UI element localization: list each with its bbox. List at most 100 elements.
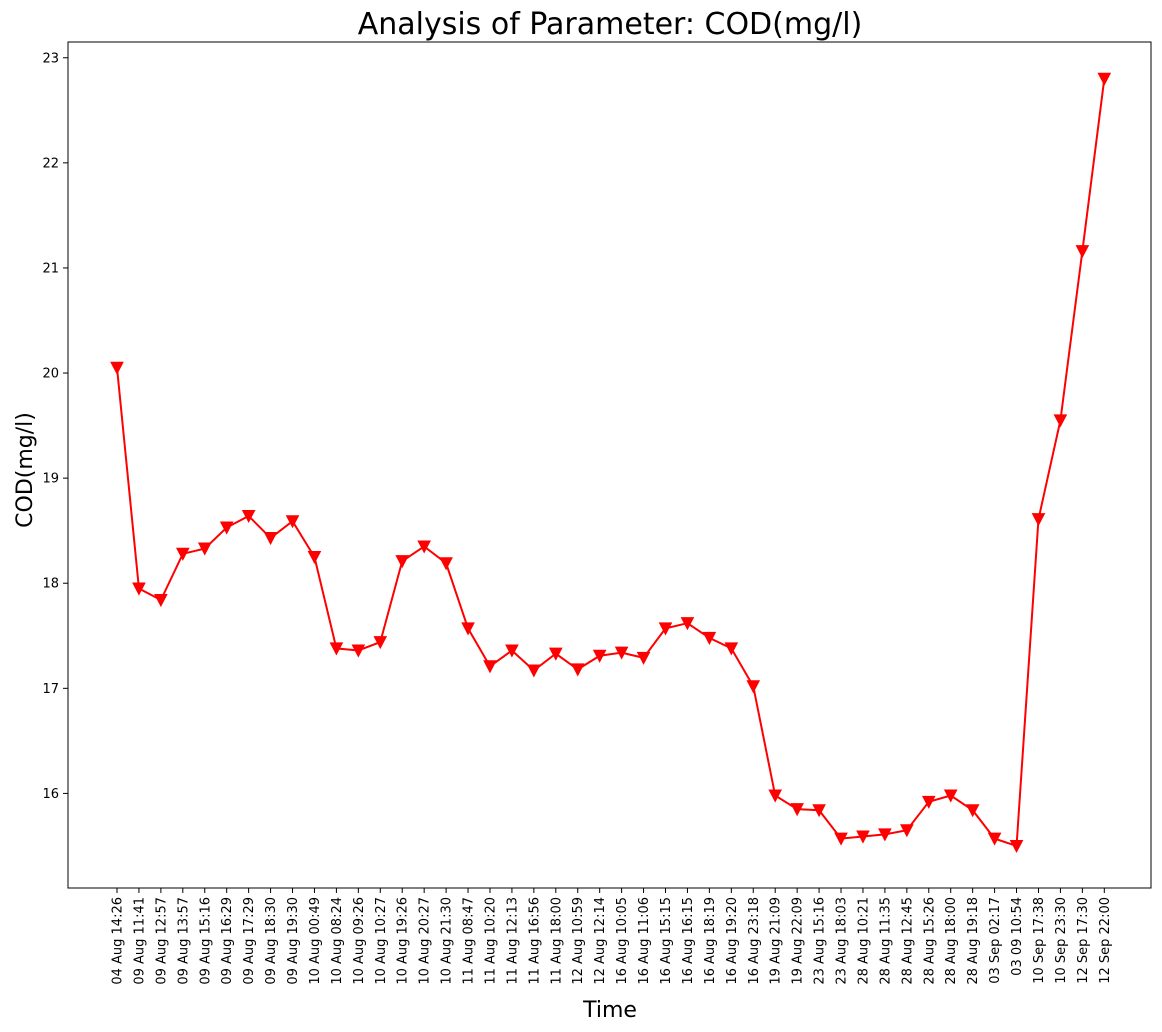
data-point-marker <box>154 594 168 608</box>
y-tick-label: 23 <box>42 51 59 66</box>
data-point-marker <box>702 631 717 645</box>
data-point-marker <box>439 557 453 571</box>
x-tick-label: 10 Aug 08:24 <box>330 897 345 985</box>
data-point-marker <box>395 555 410 569</box>
x-tick-label: 23 Aug 15:16 <box>813 897 828 985</box>
x-axis-label: Time <box>582 998 637 1023</box>
x-tick-label: 11 Aug 16:56 <box>527 897 542 985</box>
x-tick-label: 28 Aug 11:35 <box>878 897 893 985</box>
x-tick-label: 28 Aug 15:26 <box>922 897 937 985</box>
x-tick-label: 16 Aug 19:20 <box>725 897 740 985</box>
data-point-marker <box>263 532 278 546</box>
data-point-marker <box>658 622 673 636</box>
data-point-marker <box>570 663 585 677</box>
data-point-marker <box>483 660 497 674</box>
x-tick-label: 11 Aug 12:13 <box>505 897 520 985</box>
data-point-marker <box>373 636 388 650</box>
data-point-marker <box>834 832 848 846</box>
data-point-marker <box>1075 245 1090 259</box>
x-tick-label: 19 Aug 21:09 <box>769 897 784 985</box>
data-point-marker <box>329 642 344 656</box>
data-point-marker <box>241 509 256 524</box>
x-tick-label: 28 Aug 18:00 <box>944 897 959 985</box>
data-point-marker <box>592 649 607 663</box>
data-point-marker <box>1031 513 1046 527</box>
data-point-marker <box>768 789 783 803</box>
plot-frame <box>67 41 1152 889</box>
series-markers <box>110 72 1112 854</box>
data-point-marker <box>548 647 563 661</box>
x-tick-label: 03 Sep 02:17 <box>988 897 1003 984</box>
data-point-marker <box>219 521 234 535</box>
x-tick-label: 16 Aug 15:15 <box>659 897 674 985</box>
data-point-marker <box>1053 414 1068 428</box>
x-tick-label: 09 Aug 13:57 <box>176 897 191 985</box>
x-tick-label: 28 Aug 10:21 <box>856 897 871 985</box>
x-axis: 04 Aug 14:26 09 Aug 11:41 09 Aug 12:57 09 A… <box>111 888 1113 985</box>
data-point-marker <box>724 642 739 656</box>
x-tick-label: 11 Aug 08:47 <box>462 897 477 985</box>
x-tick-label: 28 Aug 12:45 <box>900 897 915 985</box>
data-point-marker <box>527 664 541 678</box>
data-point-marker <box>110 361 124 375</box>
data-point-marker <box>900 824 914 838</box>
x-tick-label: 09 Aug 18:30 <box>264 897 279 985</box>
x-tick-label: 09 Aug 11:41 <box>132 897 147 985</box>
x-tick-label: 03 09 10:54 <box>1010 897 1025 976</box>
data-point-marker <box>285 515 300 529</box>
y-tick-label: 16 <box>42 787 59 802</box>
data-point-marker <box>987 832 1002 846</box>
data-point-marker <box>790 803 804 817</box>
chart-title: Analysis of Parameter: COD(mg/l) <box>358 7 863 42</box>
data-point-marker <box>1097 72 1112 86</box>
data-point-marker <box>856 830 870 844</box>
data-point-marker <box>307 550 322 565</box>
data-point-marker <box>505 644 519 658</box>
y-tick-label: 17 <box>42 682 59 697</box>
x-tick-label: 10 Sep 17:38 <box>1032 897 1047 984</box>
y-tick-label: 21 <box>42 261 59 276</box>
x-tick-label: 12 Sep 17:30 <box>1076 897 1091 984</box>
x-tick-label: 10 Aug 00:49 <box>308 897 323 985</box>
y-tick-label: 22 <box>42 156 59 171</box>
data-point-marker <box>461 622 475 636</box>
data-point-marker <box>614 646 629 660</box>
y-axis: 16 17 18 19 20 21 22 23 <box>42 51 68 802</box>
x-tick-label: 09 Aug 16:29 <box>220 897 235 985</box>
data-point-marker <box>746 680 761 694</box>
x-tick-label: 10 Aug 09:26 <box>352 897 367 985</box>
x-tick-label: 09 Aug 19:30 <box>286 897 301 985</box>
data-point-marker <box>921 795 936 809</box>
data-point-marker <box>965 804 980 818</box>
x-tick-label: 28 Aug 19:18 <box>966 897 981 985</box>
data-point-marker <box>878 828 892 842</box>
x-tick-label: 11 Aug 10:20 <box>483 897 498 985</box>
x-tick-label: 16 Aug 16:15 <box>681 897 696 985</box>
x-tick-label: 09 Aug 17:29 <box>242 897 257 985</box>
x-tick-label: 10 Sep 23:30 <box>1054 897 1069 984</box>
y-tick-label: 19 <box>42 472 59 487</box>
x-tick-label: 16 Aug 11:06 <box>637 897 652 985</box>
data-point-marker <box>197 542 212 556</box>
x-tick-label: 23 Aug 18:03 <box>835 897 850 985</box>
y-axis-label: COD(mg/l) <box>13 412 38 528</box>
y-tick-label: 20 <box>42 367 59 382</box>
x-tick-label: 04 Aug 14:26 <box>111 897 126 985</box>
data-point-marker <box>417 540 431 554</box>
x-tick-label: 12 Aug 10:59 <box>571 897 586 985</box>
data-point-marker <box>636 651 651 665</box>
x-tick-label: 09 Aug 12:57 <box>154 897 169 985</box>
data-point-marker <box>351 644 366 658</box>
x-tick-label: 10 Aug 10:27 <box>374 897 389 985</box>
data-point-marker <box>1009 839 1024 854</box>
data-point-marker <box>132 582 146 596</box>
data-point-marker <box>680 617 695 631</box>
x-tick-label: 12 Aug 12:14 <box>593 897 608 985</box>
data-point-marker <box>812 804 826 818</box>
data-point-marker <box>943 789 958 803</box>
series-line <box>116 78 1106 848</box>
x-tick-label: 10 Aug 21:30 <box>440 897 455 985</box>
x-tick-label: 09 Aug 15:16 <box>198 897 213 985</box>
x-tick-label: 12 Sep 22:00 <box>1098 897 1113 984</box>
